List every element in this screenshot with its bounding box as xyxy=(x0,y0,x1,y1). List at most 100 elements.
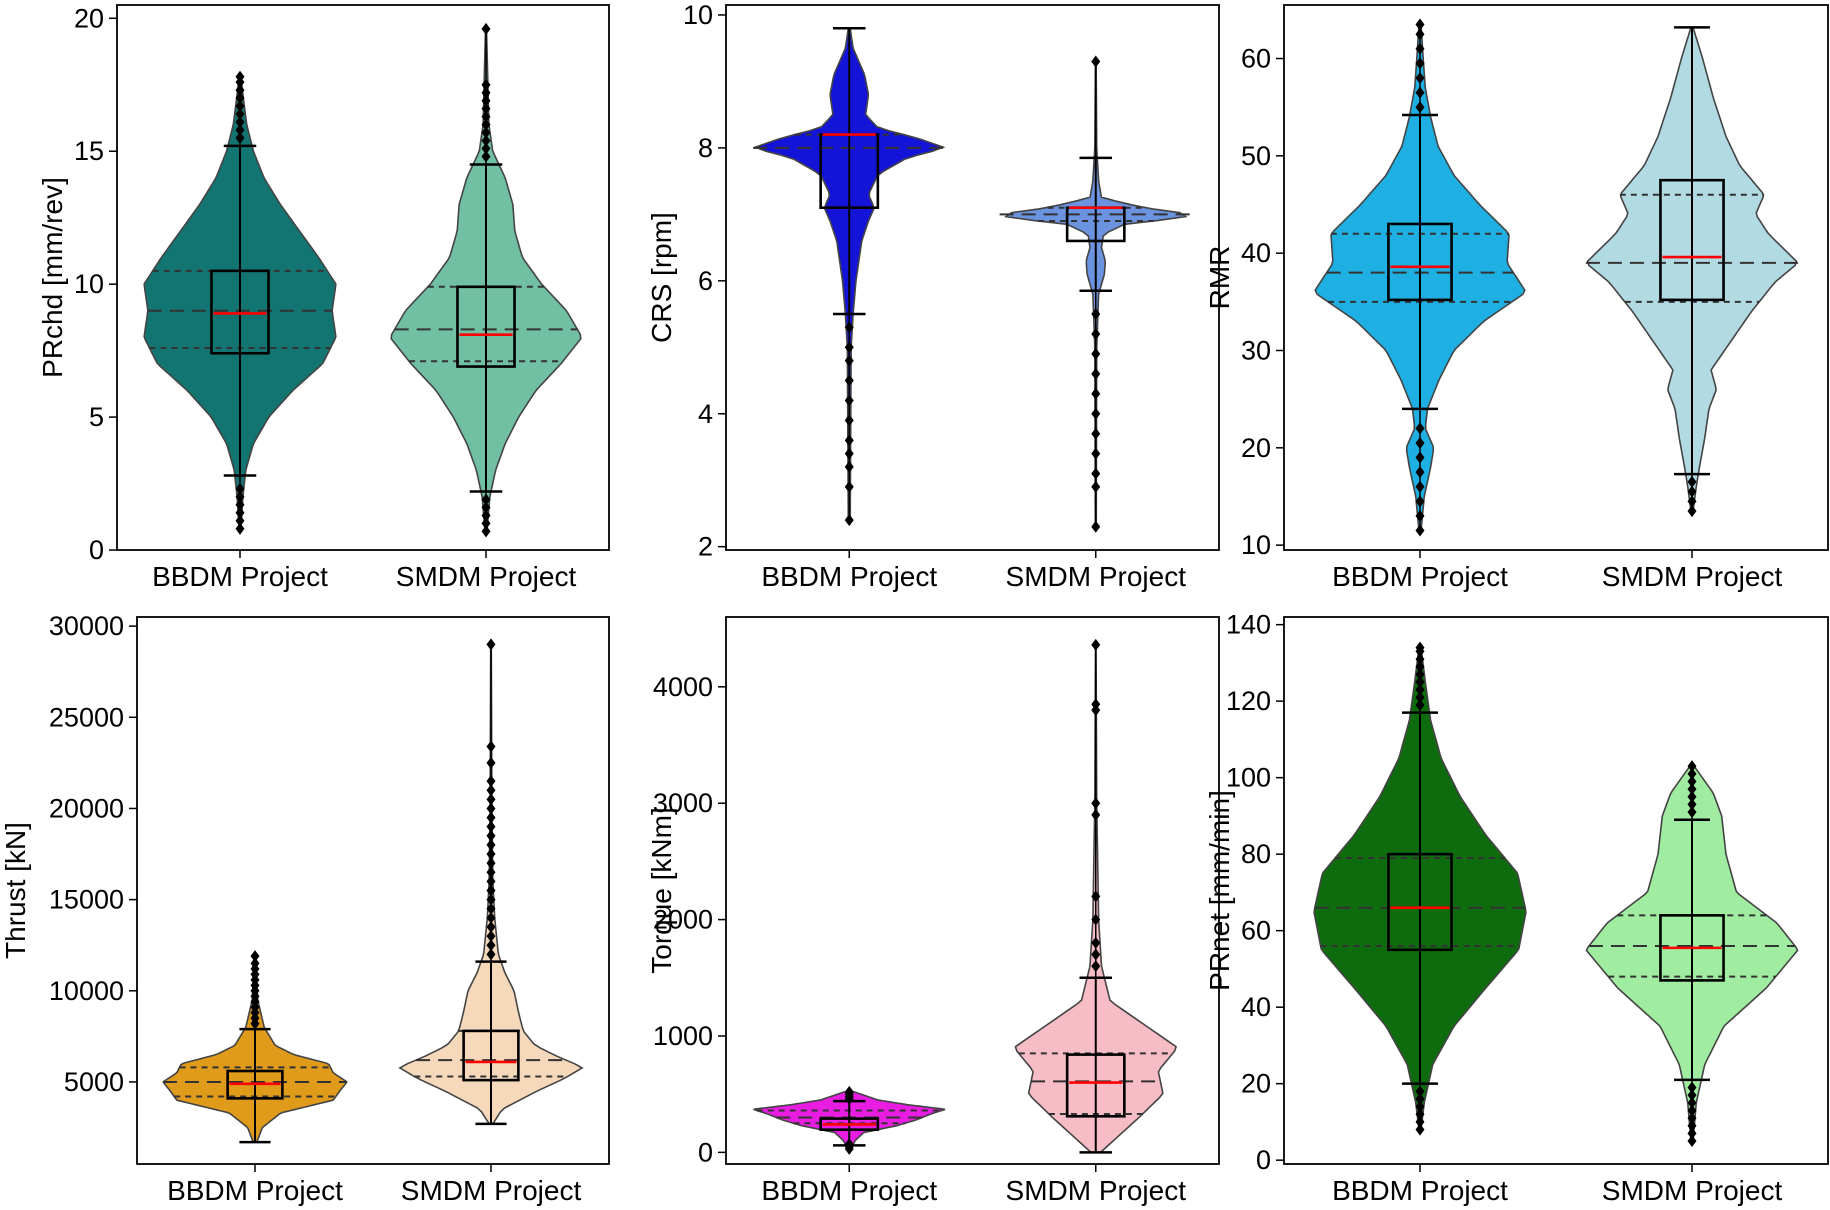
outlier-point xyxy=(235,506,245,519)
y-tick-label: 2000 xyxy=(653,905,713,935)
outlier-point xyxy=(1687,1135,1697,1148)
outlier-point xyxy=(235,522,245,535)
outlier-point xyxy=(486,857,496,870)
outlier-point xyxy=(486,740,496,753)
outlier-point xyxy=(1415,1108,1425,1121)
outlier-point xyxy=(481,142,491,155)
outlier-point xyxy=(1091,480,1101,493)
outlier-point xyxy=(1091,447,1101,460)
outlier-point xyxy=(481,525,491,538)
outlier-point xyxy=(1415,18,1425,31)
outlier-point xyxy=(1687,1096,1697,1109)
outlier-point xyxy=(1687,1104,1697,1117)
outlier-point xyxy=(481,102,491,115)
plot-frame xyxy=(1283,616,1829,1165)
outlier-point xyxy=(486,793,496,806)
y-tick-label: 4000 xyxy=(653,672,713,702)
outlier-point xyxy=(844,1085,854,1098)
outlier-point xyxy=(844,321,854,334)
outlier-point xyxy=(1687,760,1697,773)
outlier-point xyxy=(1687,495,1697,508)
y-tick-label: 5000 xyxy=(64,1067,124,1097)
outlier-point xyxy=(1687,790,1697,803)
outlier-point xyxy=(235,482,245,495)
outlier-point xyxy=(486,902,496,915)
y-tick-label: 10 xyxy=(74,269,104,299)
outlier-point xyxy=(486,756,496,769)
outlier-point xyxy=(481,493,491,506)
y-axis-label: PRnet [mm/min] xyxy=(1204,790,1235,991)
subplot-3: 10 20 30 40 50 60 RMR BBDM Project SMDM Project xyxy=(1204,4,1829,592)
y-tick-label: 100 xyxy=(1226,763,1271,793)
outlier-point xyxy=(1415,698,1425,711)
violin-group-smdm xyxy=(1585,26,1799,518)
outlier-point xyxy=(1415,1085,1425,1098)
y-tick-label: 120 xyxy=(1226,686,1271,716)
outlier-point xyxy=(1415,1100,1425,1113)
outlier-point xyxy=(235,131,245,144)
y-tick-label: 20 xyxy=(1241,1069,1271,1099)
outlier-point xyxy=(1415,524,1425,537)
subplot-2: 2 4 6 8 10 CRS [rpm] BBDM Project SMDM Project xyxy=(646,0,1220,592)
y-axis-label: PRchd [mm/rev] xyxy=(37,177,68,378)
y-tick-label: 20000 xyxy=(49,793,124,823)
outlier-point xyxy=(486,820,496,833)
outlier-point xyxy=(1091,797,1101,810)
outlier-point xyxy=(1091,407,1101,420)
y-tick-label: 10 xyxy=(683,0,713,30)
y-axis-label: Thrust [kN] xyxy=(0,822,31,959)
outlier-point xyxy=(1415,641,1425,654)
outlier-point xyxy=(481,94,491,107)
plot-frame xyxy=(725,616,1220,1165)
outlier-point xyxy=(1091,427,1101,440)
outlier-point xyxy=(1687,1112,1697,1125)
y-tick-label: 2 xyxy=(698,532,713,562)
outlier-point xyxy=(1415,1115,1425,1128)
x-tick-label: BBDM Project xyxy=(1332,561,1508,592)
violin-group-smdm xyxy=(999,55,1192,533)
outlier-point xyxy=(481,22,491,35)
outlier-point xyxy=(1687,485,1697,498)
outlier-point xyxy=(486,911,496,924)
y-tick-label: 60 xyxy=(1241,916,1271,946)
violin-group-smdm xyxy=(390,22,582,538)
outlier-point xyxy=(235,514,245,527)
outlier-point xyxy=(844,374,854,387)
outlier-point xyxy=(481,126,491,139)
outlier-point xyxy=(235,115,245,128)
outlier-point xyxy=(1091,327,1101,340)
x-tick-label: SMDM Project xyxy=(1602,1175,1783,1206)
iqr-box xyxy=(462,1029,520,1082)
y-tick-label: 40 xyxy=(1241,238,1271,268)
outlier-point xyxy=(844,341,854,354)
y-tick-label: 5 xyxy=(89,402,104,432)
x-tick-label: BBDM Project xyxy=(167,1175,343,1206)
outlier-point xyxy=(844,447,854,460)
outlier-point xyxy=(235,490,245,503)
y-tick-label: 40 xyxy=(1241,992,1271,1022)
iqr-box xyxy=(1065,1053,1126,1118)
iqr-box xyxy=(1659,178,1725,302)
outlier-point xyxy=(1091,55,1101,68)
x-tick-label: SMDM Project xyxy=(396,561,577,592)
outlier-point xyxy=(1091,638,1101,651)
outlier-point xyxy=(486,638,496,651)
outlier-point xyxy=(486,838,496,851)
outlier-point xyxy=(1091,347,1101,360)
y-tick-label: 15000 xyxy=(49,885,124,915)
x-tick-label: BBDM Project xyxy=(152,561,328,592)
outlier-point xyxy=(1687,775,1697,788)
outlier-point xyxy=(1091,387,1101,400)
y-tick-label: 10000 xyxy=(49,976,124,1006)
outlier-point xyxy=(486,893,496,906)
outlier-point xyxy=(1091,520,1101,533)
violin-group-bbdm xyxy=(1313,641,1527,1136)
y-tick-label: 6 xyxy=(698,266,713,296)
outlier-point xyxy=(1687,767,1697,780)
y-tick-label: 30000 xyxy=(49,611,124,641)
outlier-point xyxy=(844,394,854,407)
outlier-point xyxy=(1415,683,1425,696)
outlier-point xyxy=(1091,698,1101,711)
outlier-point xyxy=(250,950,260,963)
outlier-point xyxy=(1415,676,1425,689)
